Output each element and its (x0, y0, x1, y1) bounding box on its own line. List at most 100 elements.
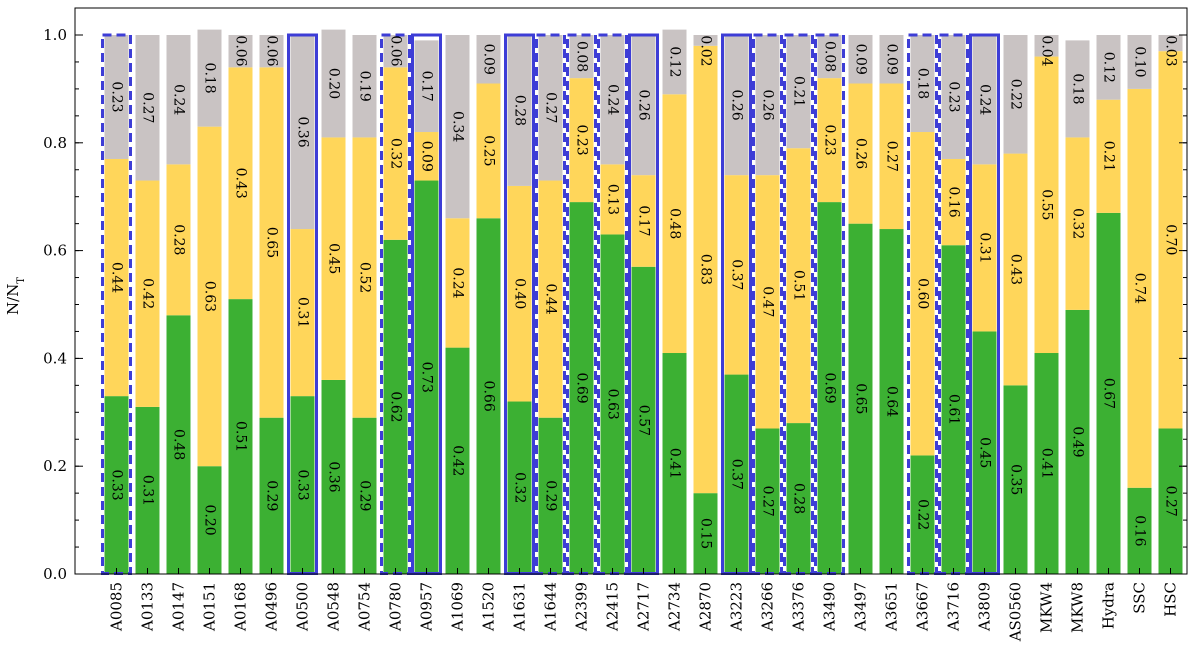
bar-segment-yellow-A2717 (631, 175, 656, 267)
bar-segment-gray-A1644 (538, 35, 563, 181)
bar-segment-yellow-A0500 (290, 229, 315, 397)
segment-label-gray-A3667: 0.18 (915, 68, 931, 99)
segment-label-gray-A1069: 0.34 (450, 111, 466, 142)
segment-label-yellow-A0780: 0.32 (388, 138, 404, 169)
segment-label-green-A0754: 0.29 (357, 480, 373, 511)
segment-label-yellow-A0548: 0.45 (326, 243, 342, 274)
segment-label-green-A3716: 0.61 (946, 394, 962, 425)
segment-label-green-A0957: 0.73 (419, 362, 435, 393)
segment-label-gray-A2870: 0.02 (698, 35, 714, 66)
bar-segment-yellow-A0754 (352, 137, 377, 418)
bar-segment-green-A0133 (135, 406, 160, 574)
bar-segment-green-A2399 (569, 202, 594, 574)
segment-label-gray-A1631: 0.28 (512, 95, 528, 126)
bar-segment-yellow-A0548 (321, 137, 346, 380)
segment-label-yellow-A2870: 0.83 (698, 254, 714, 285)
segment-label-green-A3809: 0.45 (977, 437, 993, 468)
segment-label-green-A3376: 0.28 (791, 483, 807, 514)
segment-label-yellow-A1644: 0.44 (543, 284, 559, 315)
x-tick-label-SSC: SSC (1131, 582, 1149, 614)
segment-label-green-SSC: 0.16 (1132, 515, 1148, 546)
x-tick-label-A0085: A0085 (108, 582, 126, 632)
segment-label-yellow-A0957: 0.09 (419, 141, 435, 172)
bar-segment-green-A0168 (228, 299, 253, 574)
segment-label-yellow-A0754: 0.52 (357, 262, 373, 293)
bar-segment-gray-A3490 (817, 35, 842, 79)
segment-label-gray-A0133: 0.27 (140, 92, 156, 123)
segment-label-yellow-A3376: 0.51 (791, 270, 807, 301)
bar-segment-green-A2717 (631, 266, 656, 574)
bar-segment-yellow-A3497 (848, 83, 873, 224)
x-tick-label-A2717: A2717 (635, 582, 653, 632)
y-axis-label: N/NT (4, 277, 27, 315)
segment-label-green-A0133: 0.31 (140, 475, 156, 506)
bar-segment-gray-A3497 (848, 35, 873, 84)
y-tick-label: 0.2 (43, 457, 67, 475)
segment-label-gray-A0168: 0.06 (233, 35, 249, 66)
segment-label-green-A2717: 0.57 (636, 405, 652, 436)
bar-segment-yellow-A0085 (104, 158, 129, 397)
segment-label-gray-A0496: 0.06 (264, 35, 280, 66)
bar-segment-yellow-A2399 (569, 78, 594, 203)
segment-label-yellow-A3651: 0.27 (884, 141, 900, 172)
segment-label-green-A0500: 0.33 (295, 469, 311, 500)
x-tick-label-HSC: HSC (1162, 582, 1180, 617)
segment-label-gray-Hydra: 0.12 (1101, 52, 1117, 83)
bar-segment-green-A0780 (383, 239, 408, 574)
x-tick-label-A3716: A3716 (945, 582, 963, 632)
segment-label-yellow-A0168: 0.43 (233, 168, 249, 199)
bar-segment-green-A3809 (972, 331, 997, 574)
segment-label-yellow-A2399: 0.23 (574, 125, 590, 156)
segment-label-green-A3667: 0.22 (915, 499, 931, 530)
bar-segment-green-A2734 (662, 353, 687, 574)
bar-segment-green-A0957 (414, 180, 439, 574)
bar-segment-green-MKW4 (1034, 353, 1059, 574)
bar-segment-green-A1520 (476, 218, 501, 574)
bar-segment-yellow-A2415 (600, 164, 625, 235)
segment-labels-layer: 0.33 0.44 0.23 0.31 0.42 0.27 0.48 0.28 0.24 0.20… (109, 35, 1179, 549)
segment-label-green-Hydra: 0.67 (1101, 378, 1117, 409)
bar-segment-green-A3716 (941, 245, 966, 574)
bar-segment-yellow-SSC (1127, 88, 1152, 488)
bar-segment-yellow-A0151 (197, 126, 222, 467)
bar-segment-gray-MKW4 (1034, 35, 1059, 57)
segment-label-green-A2399: 0.69 (574, 372, 590, 403)
segment-label-green-A0548: 0.36 (326, 461, 342, 492)
x-tick-label-A3651: A3651 (883, 582, 901, 632)
segment-label-green-A3490: 0.69 (822, 372, 838, 403)
bar-segment-yellow-A0780 (383, 67, 408, 240)
segment-label-green-A1631: 0.32 (512, 472, 528, 503)
bar-segment-green-HSC (1158, 428, 1183, 574)
segment-label-gray-A0754: 0.19 (357, 71, 373, 102)
segment-label-gray-A3490: 0.08 (822, 41, 838, 72)
bar-segment-yellow-MKW4 (1034, 56, 1059, 354)
bar-segment-gray-A2734 (662, 29, 687, 95)
x-tick-label-AS0560: AS0560 (1007, 582, 1025, 642)
segment-label-yellow-A0147: 0.28 (171, 224, 187, 255)
segment-label-yellow-A3223: 0.37 (729, 259, 745, 290)
segment-label-gray-A0085: 0.23 (109, 81, 125, 112)
bar-segment-gray-Hydra (1096, 35, 1121, 100)
segment-label-green-A1069: 0.42 (450, 445, 466, 476)
segment-label-gray-A0780: 0.06 (388, 35, 404, 66)
x-tick-label-A3490: A3490 (821, 582, 839, 632)
bar-segment-green-A3223 (724, 374, 749, 574)
segment-label-yellow-A0500: 0.31 (295, 297, 311, 328)
bar-segment-gray-A0147 (166, 35, 191, 165)
bar-segment-gray-A1631 (507, 35, 532, 186)
x-tick-label-A1631: A1631 (511, 582, 529, 632)
segment-label-gray-A2717: 0.26 (636, 89, 652, 120)
bar-segment-yellow-A2870 (693, 45, 718, 494)
segment-label-yellow-A2717: 0.17 (636, 205, 652, 236)
bar-segment-gray-SSC (1127, 35, 1152, 89)
x-tick-label-A2870: A2870 (697, 582, 715, 632)
bar-segment-green-A3266 (755, 428, 780, 574)
segment-label-yellow-A0151: 0.63 (202, 281, 218, 312)
bar-segment-green-A0500 (290, 396, 315, 574)
x-tick-label-A2415: A2415 (604, 582, 622, 632)
bar-segment-gray-A2870 (693, 35, 718, 46)
bar-segment-gray-A0957 (414, 40, 439, 133)
segment-label-green-A0780: 0.62 (388, 391, 404, 422)
bar-segment-green-A3651 (879, 229, 904, 575)
x-tick-label-A0780: A0780 (387, 582, 405, 632)
